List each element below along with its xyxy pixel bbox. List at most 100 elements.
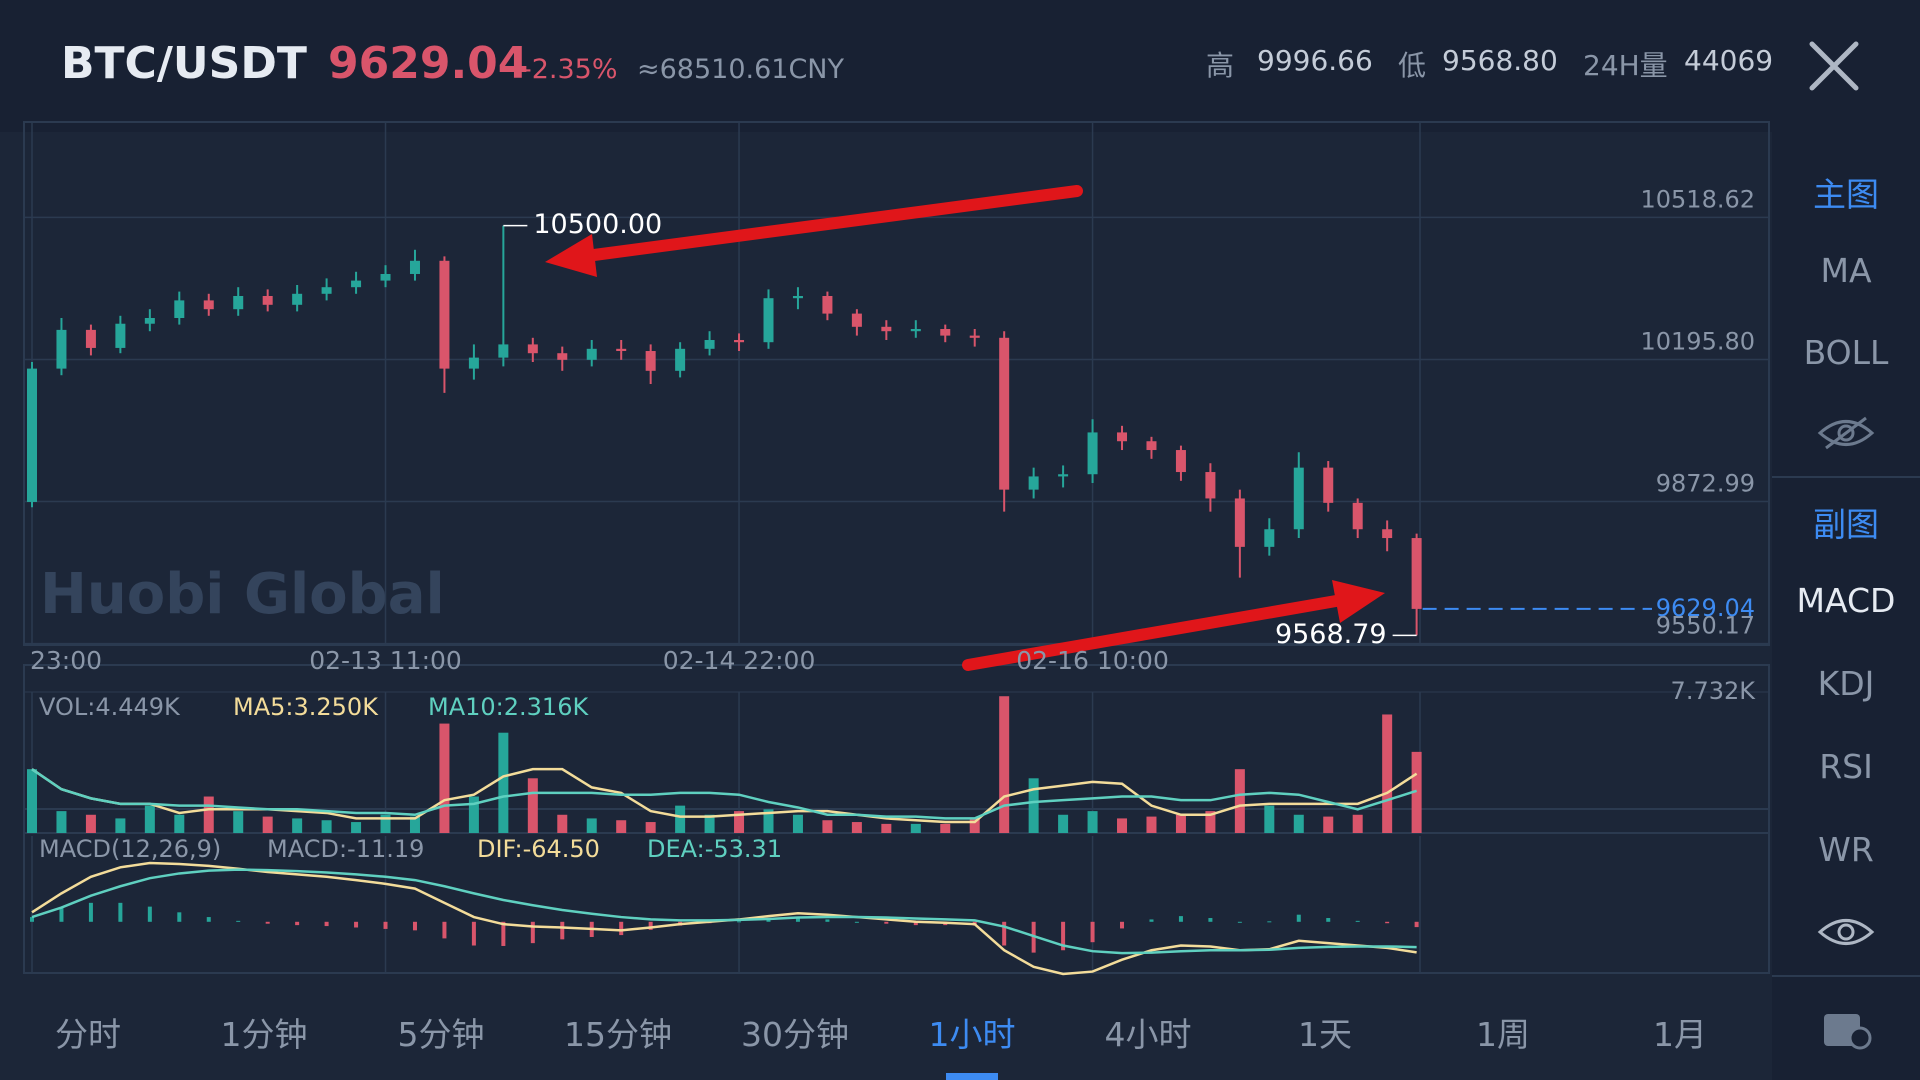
candle-body bbox=[851, 313, 862, 327]
low-label: 低 bbox=[1398, 49, 1427, 82]
candle-body bbox=[822, 295, 833, 314]
panel-frame bbox=[23, 121, 1770, 646]
volume-bar bbox=[1382, 714, 1393, 833]
separator bbox=[1772, 975, 1920, 977]
interval-tab[interactable]: 1分钟 bbox=[220, 1015, 308, 1054]
macd-bar bbox=[501, 921, 506, 946]
symbol: BTC/USDT bbox=[61, 38, 307, 89]
macd-bar bbox=[1149, 919, 1154, 922]
interval-tab[interactable]: 1周 bbox=[1476, 1015, 1530, 1054]
x-tick-label: 23:00 bbox=[30, 646, 102, 675]
active-tab-indicator bbox=[946, 1073, 998, 1080]
hide-main-icon[interactable] bbox=[1816, 414, 1876, 452]
candle-body bbox=[1087, 432, 1098, 475]
macd-bar bbox=[147, 906, 152, 922]
volume-bar bbox=[999, 696, 1010, 833]
candle-body bbox=[1382, 529, 1393, 539]
y-tick-label: 10518.62 bbox=[1640, 185, 1755, 213]
candle-body bbox=[233, 295, 244, 310]
volume-bar bbox=[233, 811, 244, 833]
macd-bar bbox=[530, 921, 535, 944]
interval-tab[interactable]: 1月 bbox=[1653, 1015, 1707, 1054]
sub-chart-label[interactable]: 副图 bbox=[1813, 505, 1879, 544]
macd-bar bbox=[1296, 914, 1301, 922]
interval-tab[interactable]: 5分钟 bbox=[397, 1015, 485, 1054]
interval-tab[interactable]: 15分钟 bbox=[564, 1015, 672, 1054]
macd-bar bbox=[1178, 916, 1183, 922]
interval-tab[interactable]: 1天 bbox=[1298, 1015, 1352, 1054]
legend-entry: MACD:-11.19 bbox=[267, 835, 424, 863]
macd-bar bbox=[1090, 921, 1095, 943]
legend-entry: DEA:-53.31 bbox=[647, 835, 782, 863]
settings-icon[interactable] bbox=[1822, 1004, 1872, 1050]
candle-body bbox=[1323, 467, 1334, 503]
volume-bar bbox=[822, 820, 833, 833]
candle-body bbox=[645, 351, 656, 371]
volume-bar bbox=[144, 805, 155, 833]
volume-bar bbox=[586, 818, 597, 833]
volume-bar bbox=[734, 811, 745, 833]
volume-bar bbox=[1323, 816, 1334, 833]
volume-bar bbox=[704, 814, 715, 833]
candle-body bbox=[586, 348, 597, 360]
volume-bar bbox=[792, 814, 803, 833]
volume-value: 44069 bbox=[1684, 44, 1774, 77]
interval-tab[interactable]: 1小时 bbox=[928, 1015, 1016, 1054]
candle-body bbox=[115, 323, 126, 348]
candle-body bbox=[1117, 432, 1128, 442]
interval-tab[interactable]: 分时 bbox=[55, 1015, 121, 1054]
indicator-ma[interactable]: MA bbox=[1820, 251, 1872, 290]
macd-bar bbox=[412, 921, 417, 931]
indicator-wr[interactable]: WR bbox=[1818, 830, 1874, 869]
volume-bar bbox=[262, 816, 273, 833]
separator bbox=[1772, 476, 1920, 478]
macd-bar bbox=[295, 921, 300, 926]
candle-body bbox=[969, 335, 980, 338]
legend-entry: MA5:3.250K bbox=[233, 693, 379, 721]
indicator-kdj[interactable]: KDJ bbox=[1817, 664, 1875, 703]
indicator-boll[interactable]: BOLL bbox=[1803, 333, 1889, 372]
volume-bar bbox=[409, 816, 420, 833]
candle-body bbox=[144, 318, 155, 324]
macd-bar bbox=[1355, 920, 1360, 922]
main-chart-label[interactable]: 主图 bbox=[1813, 175, 1879, 214]
candle-body bbox=[763, 298, 774, 343]
volume-bar bbox=[498, 732, 509, 833]
panel-frame bbox=[23, 808, 1770, 974]
macd-bar bbox=[383, 921, 388, 929]
volume-bar bbox=[203, 796, 214, 833]
show-sub-icon[interactable] bbox=[1816, 913, 1876, 951]
candle-body bbox=[380, 273, 391, 281]
close-button[interactable] bbox=[1808, 40, 1860, 92]
indicator-rsi[interactable]: RSI bbox=[1819, 747, 1873, 786]
volume-bar bbox=[1087, 811, 1098, 833]
header: BTC/USDT 9629.04 -2.35% ≈68510.61CNY 高 9… bbox=[0, 0, 1920, 132]
macd-bar bbox=[737, 921, 742, 923]
volume-bar bbox=[881, 823, 892, 833]
macd-bar bbox=[206, 917, 211, 922]
annotation-arrows bbox=[545, 185, 1385, 671]
y-tick-label: 9550.17 bbox=[1656, 612, 1755, 640]
volume-bar bbox=[439, 723, 450, 833]
candle-body bbox=[85, 329, 96, 348]
macd-bar bbox=[1237, 921, 1242, 923]
macd-bar bbox=[324, 921, 329, 927]
volume-bar bbox=[1028, 778, 1039, 833]
candle-body bbox=[439, 260, 450, 369]
last-price-label: 9629.04 bbox=[1656, 594, 1755, 622]
candle-body bbox=[557, 353, 568, 360]
candle-body bbox=[734, 340, 745, 343]
interval-tab[interactable]: 4小时 bbox=[1104, 1015, 1192, 1054]
volume-bar bbox=[1352, 814, 1363, 833]
indicator-macd[interactable]: MACD bbox=[1796, 581, 1896, 620]
volume-bar bbox=[940, 823, 951, 833]
interval-tab[interactable]: 30分钟 bbox=[741, 1015, 849, 1054]
macd-bar bbox=[766, 918, 771, 922]
candle-body bbox=[940, 329, 951, 336]
candle-body bbox=[27, 368, 37, 502]
volume-bar bbox=[468, 796, 479, 833]
x-tick-label: 02-13 11:00 bbox=[309, 646, 462, 675]
volume-bar bbox=[1205, 811, 1216, 833]
macd-bar bbox=[825, 919, 830, 922]
candle-body bbox=[1411, 538, 1422, 609]
